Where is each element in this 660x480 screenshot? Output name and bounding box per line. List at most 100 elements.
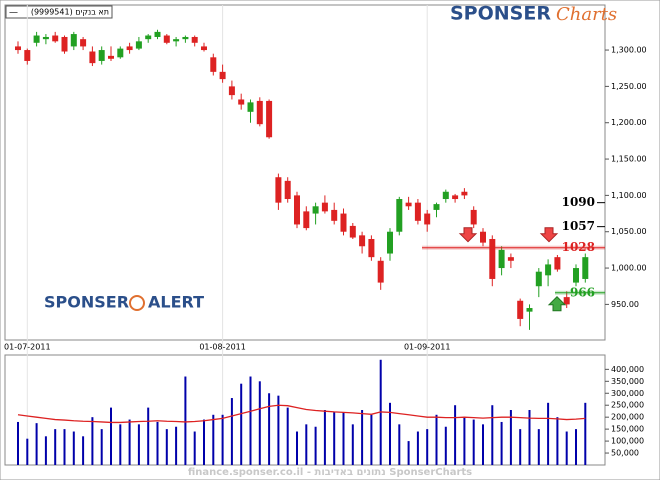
candle-body — [489, 238, 496, 279]
candle-body — [163, 35, 170, 43]
candle-body — [442, 191, 449, 200]
volume-bar — [175, 426, 178, 465]
candle-body — [24, 50, 31, 61]
volume-bar — [491, 405, 494, 465]
volume-bar — [482, 424, 484, 465]
candle-body — [210, 57, 217, 72]
volume-bar — [156, 421, 159, 465]
sell-arrow — [458, 227, 478, 243]
buy-arrow — [547, 296, 567, 312]
candle-body — [312, 206, 319, 214]
volume-bar — [72, 431, 75, 465]
volume-bar — [444, 426, 447, 465]
candle-body — [201, 46, 207, 51]
legend: — תא בנקים (9999541) — [5, 5, 113, 19]
candle-body — [507, 257, 514, 261]
candle-body — [70, 34, 77, 47]
volume-bar — [35, 423, 38, 465]
volume-y-tick-label: 350,000 — [611, 377, 644, 386]
volume-bar — [110, 407, 112, 465]
candle-body — [154, 31, 161, 37]
x-tick-label: 01-09-2011 — [404, 343, 451, 352]
legend-box — [5, 5, 113, 19]
candle-body — [461, 191, 468, 196]
candle-body — [340, 213, 347, 232]
volume-bar — [575, 429, 577, 465]
legend-symbol: — — [9, 8, 18, 18]
x-tick-label: 01-07-2011 — [4, 343, 51, 352]
candle-body — [275, 177, 282, 203]
volume-bar — [314, 426, 317, 465]
volume-bar — [165, 429, 168, 465]
candle-body — [256, 100, 263, 125]
volume-bar — [565, 431, 568, 465]
volume-bar — [519, 429, 522, 465]
volume-y-tick-label: 50,000 — [611, 449, 639, 458]
candle-body — [517, 300, 524, 319]
candle-body — [498, 249, 505, 269]
volume-bar — [500, 421, 503, 465]
candle-body — [33, 35, 40, 43]
volume-bar — [230, 398, 233, 465]
candle-body — [108, 55, 114, 59]
volume-y-tick-label: 200,000 — [611, 413, 644, 422]
candle-body — [331, 209, 338, 221]
volume-bar — [454, 405, 457, 465]
volume-bar — [435, 414, 438, 465]
level-label: 966 — [570, 285, 595, 299]
volume-bar — [398, 424, 401, 465]
y-tick-label: 1,050.00 — [611, 227, 647, 236]
level-label: 1057 — [562, 219, 595, 233]
volume-bar — [184, 376, 187, 465]
volume-bar — [193, 431, 196, 465]
candle-body — [266, 100, 273, 138]
candle-body — [191, 36, 198, 43]
volume-bar — [472, 419, 475, 465]
volume-bar — [407, 441, 410, 465]
candle-body — [377, 260, 384, 283]
candle-body — [89, 51, 96, 64]
volume-bar — [305, 424, 308, 465]
candle-body — [145, 35, 152, 40]
candle-body — [228, 86, 235, 96]
candle-body — [545, 264, 552, 276]
candle-body — [554, 257, 561, 270]
candle-body — [284, 180, 291, 200]
y-tick-label: 1,000.00 — [611, 264, 647, 273]
volume-bar — [342, 412, 345, 465]
candle-body — [563, 297, 570, 305]
candle-body — [117, 48, 124, 58]
volume-bar — [537, 429, 540, 465]
sell-arrow — [539, 227, 559, 243]
candle-body — [396, 199, 403, 232]
volume-bar — [528, 410, 531, 465]
volume-bar — [426, 429, 429, 465]
alert-logo-text: SPONSER — [44, 293, 129, 312]
volume-y-tick-label: 300,000 — [611, 389, 644, 398]
volume-bar — [584, 402, 587, 465]
volume-bar — [203, 419, 205, 465]
volume-bar — [370, 414, 373, 465]
candle-body — [526, 308, 533, 312]
volume-bar — [268, 393, 271, 465]
volume-bar — [286, 407, 289, 465]
candle-body — [424, 213, 431, 225]
candle-body — [135, 41, 142, 49]
logo-suffix: Charts — [556, 4, 617, 25]
volume-bar — [277, 395, 280, 465]
candle-body — [238, 99, 245, 105]
candle-body — [349, 225, 356, 238]
volume-bar — [296, 431, 298, 465]
volume-bar — [63, 429, 66, 465]
volume-bar — [137, 424, 140, 465]
volume-bar — [416, 431, 419, 465]
candle-body — [126, 46, 133, 51]
volume-bar — [100, 429, 103, 465]
volume-panel — [4, 354, 606, 466]
candle-body — [321, 202, 328, 212]
volume-bar — [44, 436, 47, 465]
alert-logo: SPONSER ALERT — [44, 293, 204, 312]
volume-bar — [212, 414, 215, 465]
volume-bar — [91, 417, 94, 465]
